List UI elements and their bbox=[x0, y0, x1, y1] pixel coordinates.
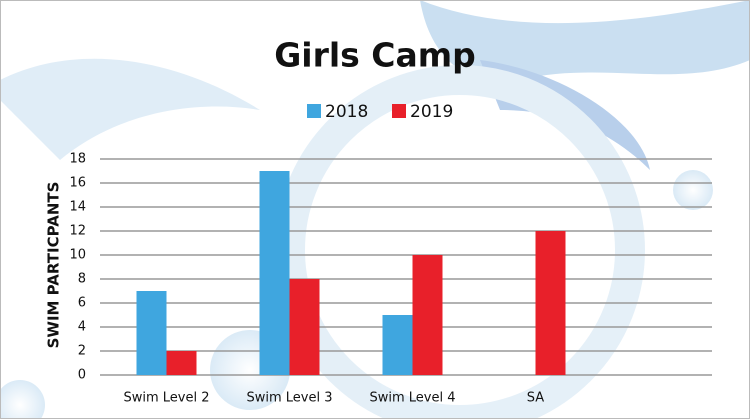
y-tick-label: 8 bbox=[78, 272, 86, 287]
y-tick-label: 16 bbox=[69, 176, 86, 191]
x-tick-label: Swim Level 4 bbox=[369, 391, 455, 406]
x-tick-label: SA bbox=[527, 391, 544, 406]
legend-swatch bbox=[307, 104, 321, 118]
y-tick-label: 4 bbox=[78, 320, 86, 335]
bar bbox=[383, 315, 413, 375]
x-tick-label: Swim Level 3 bbox=[246, 391, 332, 406]
bar bbox=[290, 279, 320, 375]
chart-title: Girls Camp bbox=[274, 36, 476, 75]
y-tick-label: 0 bbox=[78, 368, 86, 383]
chart: Girls Camp SWIM PARTICPANTS 0 2 4 6 8 10 12 14 1… bbox=[0, 0, 750, 419]
bar bbox=[137, 291, 167, 375]
legend-swatch bbox=[392, 104, 406, 118]
bar bbox=[536, 231, 566, 375]
y-tick-label: 14 bbox=[69, 200, 86, 215]
bar bbox=[260, 171, 290, 375]
legend-label: 2018 bbox=[325, 102, 368, 122]
y-axis-label: SWIM PARTICPANTS bbox=[45, 182, 63, 349]
y-tick-label: 18 bbox=[69, 152, 86, 167]
y-tick-label: 6 bbox=[78, 296, 86, 311]
bar bbox=[167, 351, 197, 375]
legend-label: 2019 bbox=[410, 102, 453, 122]
y-tick-label: 10 bbox=[69, 248, 86, 263]
y-tick-label: 12 bbox=[69, 224, 86, 239]
y-tick-label: 2 bbox=[78, 344, 86, 359]
x-tick-label: Swim Level 2 bbox=[123, 391, 209, 406]
bar bbox=[413, 255, 443, 375]
